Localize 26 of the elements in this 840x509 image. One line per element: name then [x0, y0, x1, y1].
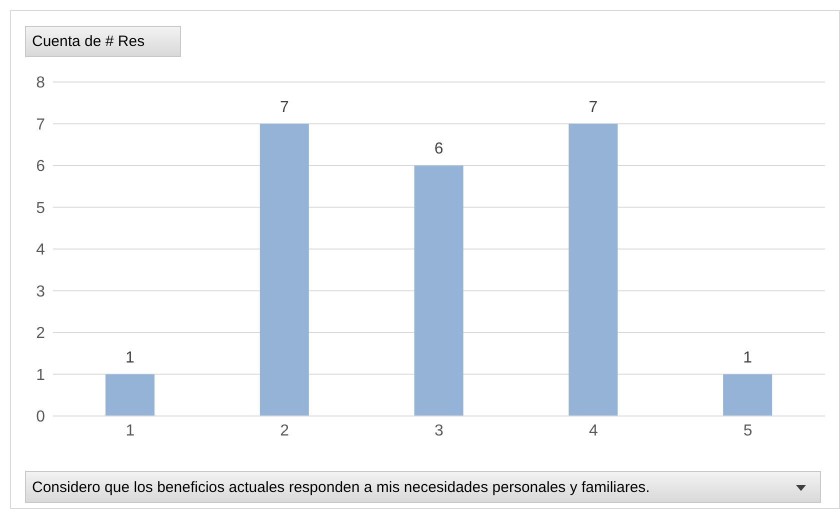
y-tick-label: 6	[36, 158, 46, 176]
x-axis-title: Considero que los beneficios actuales responden a mis necesidades personales y familiares.	[32, 478, 650, 496]
data-label: 1	[126, 349, 135, 366]
y-tick-label: 4	[36, 242, 46, 259]
data-label: 1	[743, 349, 752, 366]
x-tick-label: 1	[126, 422, 135, 440]
data-label: 7	[588, 98, 598, 116]
x-tick-label: 5	[743, 422, 752, 440]
y-tick-label: 5	[36, 200, 46, 217]
y-tick-label: 0	[36, 408, 46, 426]
bar	[260, 124, 309, 416]
bar	[723, 374, 772, 416]
data-label: 7	[280, 98, 289, 116]
bar	[568, 124, 618, 416]
y-tick-label: 3	[36, 283, 46, 300]
bar	[105, 374, 154, 416]
x-tick-label: 4	[588, 422, 598, 440]
y-axis-title: Cuenta de # Res	[25, 26, 181, 57]
data-label: 6	[434, 140, 444, 158]
x-tick-label: 2	[280, 422, 290, 440]
y-tick-label: 1	[36, 366, 46, 384]
x-tick-label: 3	[434, 422, 444, 440]
y-tick-label: 7	[36, 116, 46, 134]
bar	[414, 166, 464, 416]
y-tick-label: 2	[36, 325, 46, 342]
y-tick-label: 8	[36, 74, 46, 92]
